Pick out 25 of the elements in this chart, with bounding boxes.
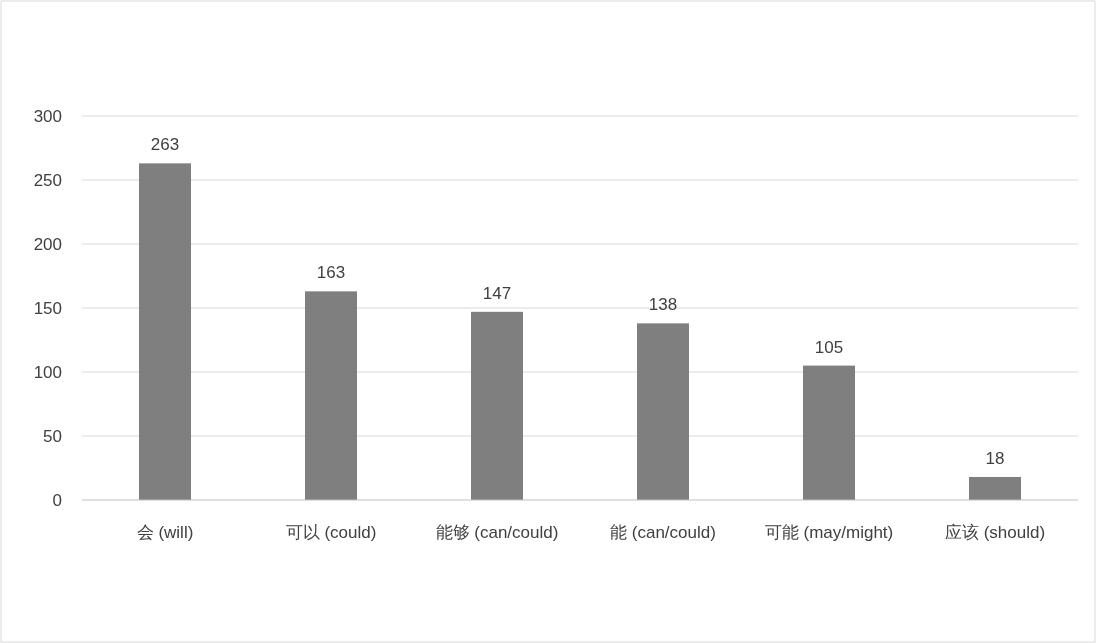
data-label: 18	[985, 448, 1005, 468]
data-label: 147	[482, 283, 512, 303]
bar	[969, 476, 1021, 500]
y-tick-label: 0	[52, 491, 62, 510]
bar	[139, 163, 191, 500]
x-tick-label: 能 (can/could)	[610, 523, 716, 542]
y-tick-label: 50	[43, 427, 62, 446]
y-tick-label: 200	[33, 235, 62, 254]
bar	[305, 291, 357, 500]
x-tick-label: 会 (will)	[136, 523, 194, 542]
x-tick-label: 应该 (should)	[944, 523, 1046, 542]
data-label: 263	[150, 135, 180, 155]
y-tick-label: 250	[33, 171, 62, 190]
y-tick-label: 100	[33, 363, 62, 382]
bar	[637, 323, 689, 500]
x-tick-label: 可以 (could)	[285, 523, 377, 542]
bar	[803, 365, 855, 500]
x-tick-label: 可能 (may/might)	[764, 523, 894, 542]
x-tick-label: 能够 (can/could)	[435, 523, 559, 542]
data-label: 105	[814, 337, 844, 357]
bar	[471, 311, 523, 500]
y-tick-label: 150	[33, 299, 62, 318]
y-tick-label: 300	[33, 107, 62, 126]
data-label: 138	[648, 295, 678, 315]
data-label: 163	[316, 263, 346, 283]
